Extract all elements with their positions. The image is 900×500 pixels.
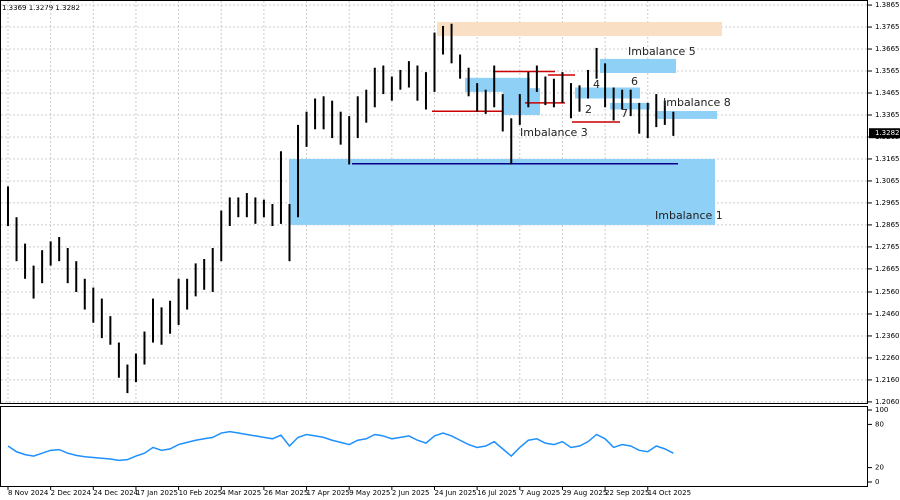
y-tick-label: 1.2160 [875,376,900,384]
annotation: 6 [631,75,638,88]
indicator-line [7,430,674,462]
y-tick-label: 1.2360 [875,332,900,340]
y-tick-label: 1.3465 [875,89,900,97]
annotation: 2 [585,103,592,116]
x-tick-label: 8 Nov 2024 [8,489,49,497]
x-tick-label: 2 Dec 2024 [51,489,92,497]
imbalance-zone [465,77,530,92]
indicator-frame [0,406,868,487]
x-tick-label: 4 Mar 2025 [221,489,261,497]
y-tick-label: 20 [875,464,884,472]
y-tick-label: 1.3865 [875,1,900,9]
x-tick-label: 24 Jun 2025 [435,489,477,497]
imbalance-zone [655,111,717,119]
zone-label: Imbalance 1 [655,209,723,222]
y-tick-label: 1.2560 [875,288,900,296]
y-tick-label: 1.2260 [875,354,900,362]
zone-label: Imbalance 3 [520,126,588,139]
y-tick-label: 1.3165 [875,155,900,163]
imbalance-zone [575,87,640,99]
x-tick-label: 10 Feb 2025 [179,489,223,497]
y-tick-label: 80 [875,420,884,428]
last-price-label: 1.3282 [875,129,900,137]
y-tick-label: 1.3365 [875,111,900,119]
x-tick-label: 29 Aug 2025 [562,489,607,497]
y-tick-label: 1.2665 [875,265,900,273]
imbalance-zone [503,88,540,115]
y-tick-label: 1.2060 [875,398,900,406]
y-tick-label: 1.3765 [875,23,900,31]
y-tick-label: 1.2460 [875,310,900,318]
x-tick-label: 24 Dec 2024 [93,489,138,497]
zone-label: Imbalance 8 [663,96,731,109]
y-tick-label: 1.2765 [875,243,900,251]
x-tick-label: 17 Apr 2025 [307,489,350,497]
imbalance-zone [437,21,722,37]
y-tick-label: 1.3665 [875,45,900,53]
y-tick-label: 0 [875,478,879,486]
y-tick-label: 100 [875,406,888,414]
y-tick-label: 1.3565 [875,67,900,75]
x-tick-label: 14 Oct 2025 [648,489,691,497]
y-tick-label: 1.3065 [875,177,900,185]
x-tick-label: 22 Sep 2025 [605,489,649,497]
imbalance-zone [600,58,676,73]
imbalance-zone [289,158,715,225]
ohlc-info: 1.3369 1.3279 1.3282 [2,4,80,12]
last-price-box [869,128,900,139]
zone-label: Imbalance 5 [628,45,696,58]
x-tick-label: 9 May 2025 [349,489,390,497]
annotation: 4 [593,78,600,91]
x-tick-label: 17 Jan 2025 [136,489,178,497]
y-tick-label: 1.2865 [875,221,900,229]
x-tick-label: 7 Aug 2025 [520,489,560,497]
main-frame [0,0,868,404]
y-tick-label: 1.2965 [875,199,900,207]
annotation: 7 [621,107,628,120]
x-tick-label: 16 Jul 2025 [477,489,517,497]
x-tick-label: 26 Mar 2025 [264,489,308,497]
x-tick-label: 2 Jun 2025 [392,489,430,497]
